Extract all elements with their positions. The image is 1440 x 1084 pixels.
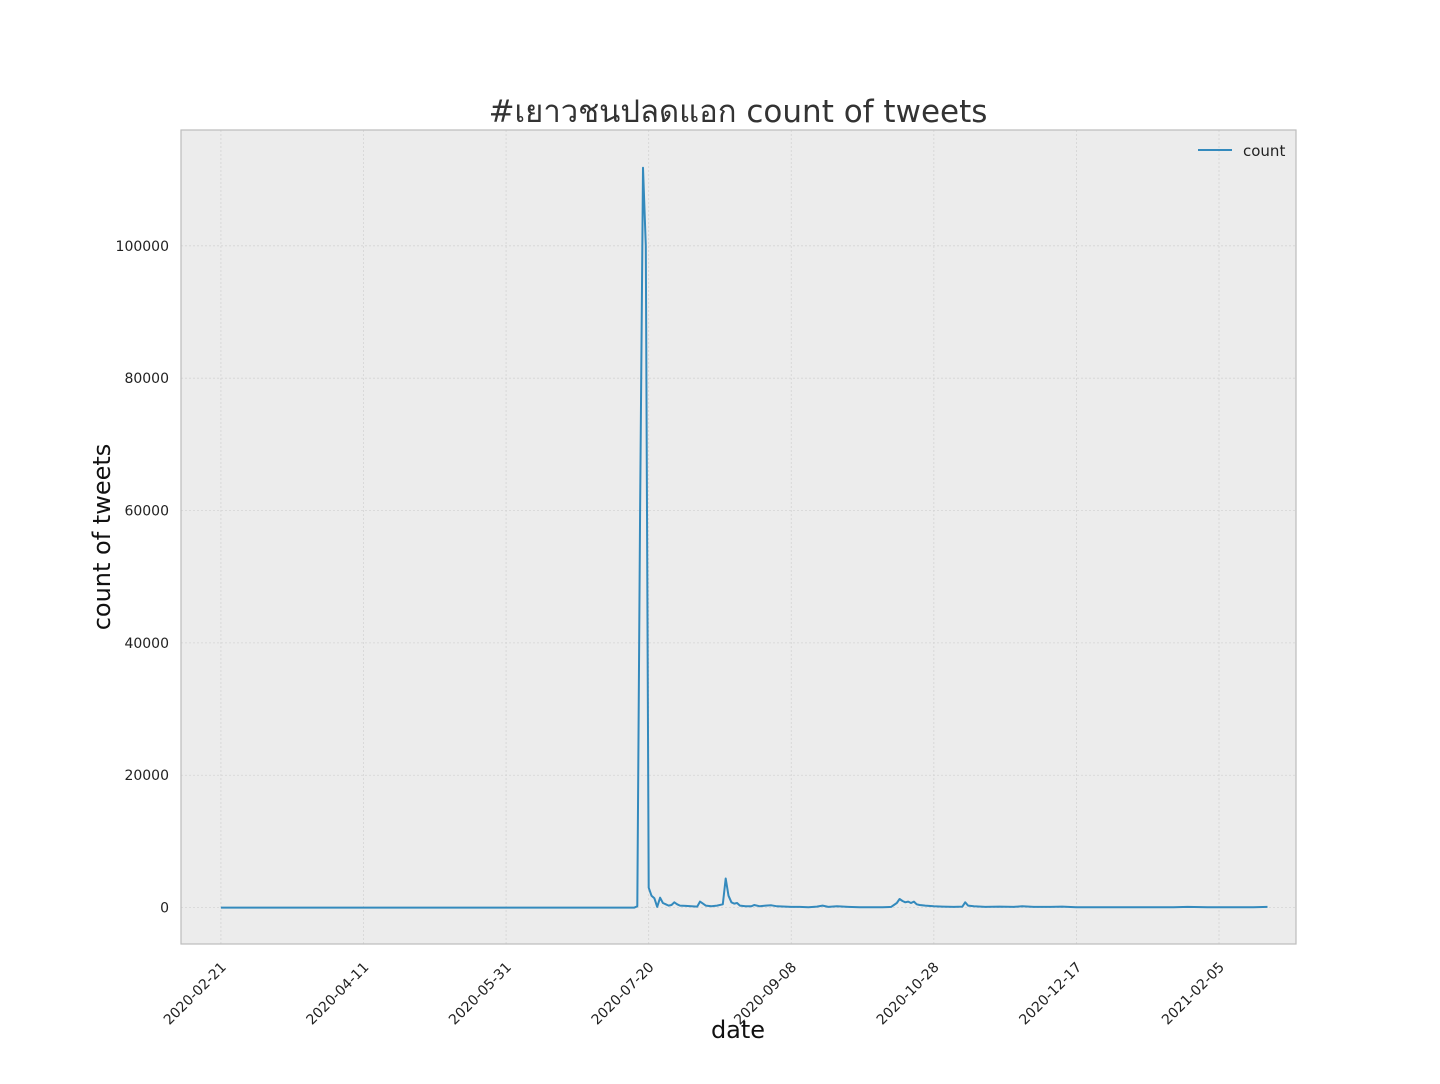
x-tick-label: 2020-02-21 (161, 960, 230, 1029)
legend-label-count: count (1243, 142, 1285, 160)
y-axis-ticks: 0 20000 40000 60000 80000 100000 (116, 239, 169, 917)
y-tick-label: 20000 (124, 768, 169, 784)
chart-title: #เยาวชนปลดแอก count of tweets (489, 94, 988, 130)
series-line-count (220, 166, 1268, 909)
y-axis-title: count of tweets (88, 444, 116, 631)
y-tick-label: 80000 (124, 371, 169, 387)
x-tick-label: 2021-02-05 (1159, 960, 1228, 1029)
x-tick-label: 2020-04-11 (303, 960, 372, 1029)
x-axis-ticks: 2020-02-21 2020-04-11 2020-05-31 2020-07-20… (161, 960, 1228, 1029)
plot-area (181, 130, 1296, 944)
y-tick-label: 100000 (116, 239, 169, 255)
x-axis-title: date (711, 1016, 765, 1044)
y-tick-label: 0 (160, 901, 169, 917)
y-tick-label: 40000 (124, 636, 169, 652)
y-tick-label: 60000 (124, 504, 169, 520)
legend: count (1198, 142, 1285, 160)
plot-frame (180, 129, 1297, 945)
x-tick-label: 2020-05-31 (446, 960, 515, 1029)
x-tick-label: 2020-10-28 (874, 960, 943, 1029)
x-tick-label: 2020-07-20 (589, 960, 658, 1029)
x-tick-label: 2020-12-17 (1016, 960, 1085, 1029)
